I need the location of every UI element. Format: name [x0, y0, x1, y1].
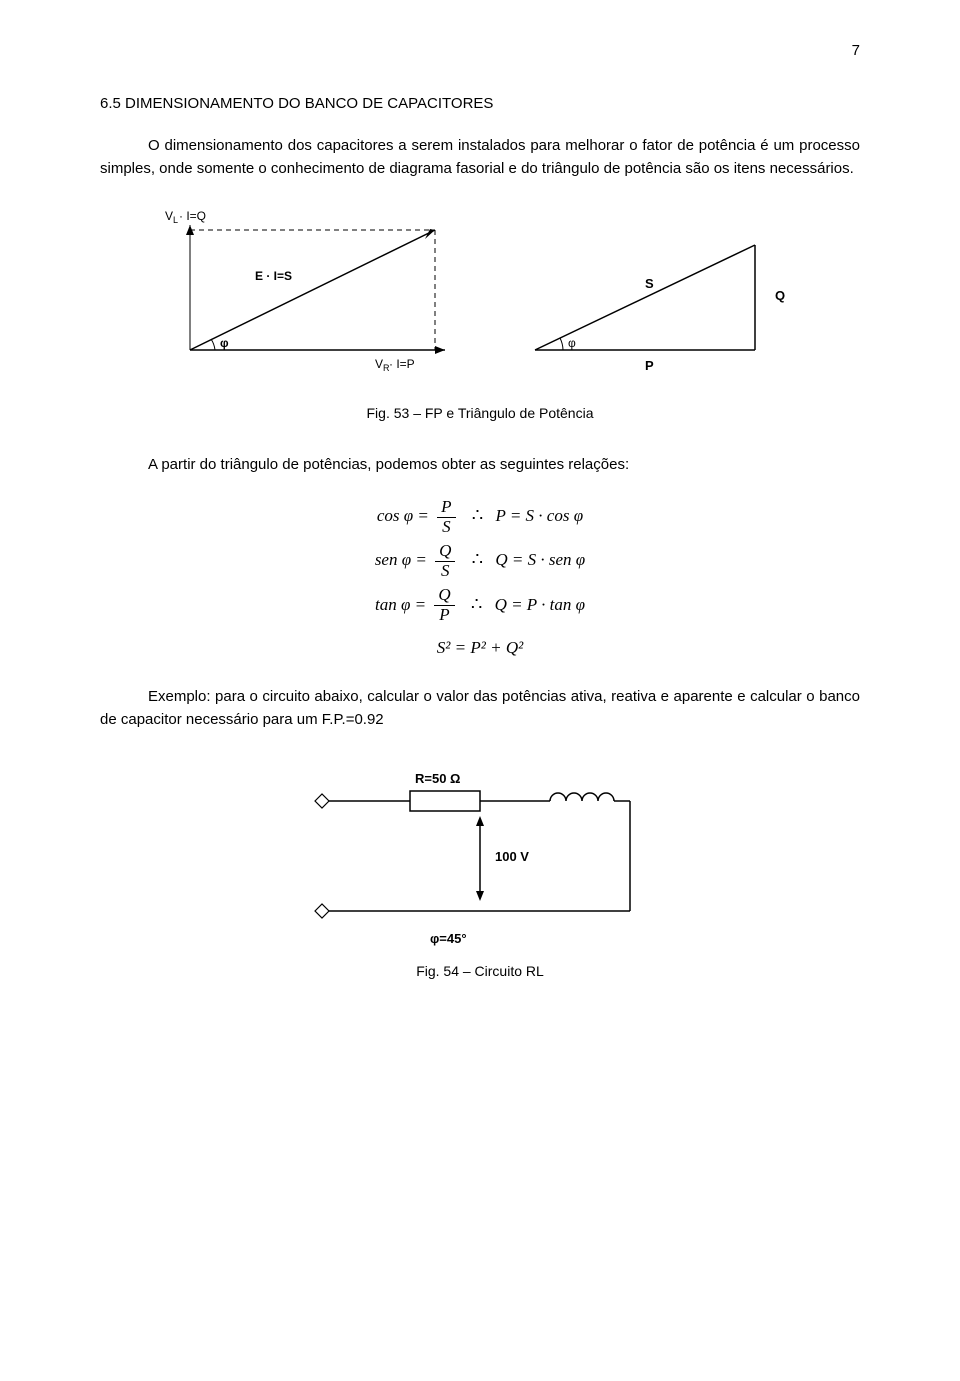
label-vl: V	[165, 209, 173, 223]
svg-text:· I=Q: · I=Q	[179, 209, 206, 223]
page-number: 7	[100, 40, 860, 63]
fig54-caption: Fig. 54 – Circuito RL	[100, 961, 860, 982]
fig54-wrap: R=50 Ω 100 V φ=45°	[100, 761, 860, 951]
relations-paragraph: A partir do triângulo de potências, pode…	[100, 454, 860, 477]
section-heading: 6.5 DIMENSIONAMENTO DO BANCO DE CAPACITO…	[100, 93, 860, 116]
svg-text:L: L	[173, 215, 178, 225]
label-R: R=50 Ω	[415, 771, 460, 786]
fig53-right: S Q P φ	[495, 200, 815, 393]
label-Q: Q	[775, 288, 785, 303]
label-phi-left: φ	[220, 336, 229, 350]
phasor-diagram: V L · I=Q E · I=S φ V R · I=P	[145, 200, 465, 385]
eq-line-1: cos φ = PS ∴ P = S · cos φ	[100, 496, 860, 536]
label-phi-right: φ	[568, 336, 576, 350]
label-S: S	[645, 276, 654, 291]
label-phi45: φ=45°	[430, 931, 467, 946]
label-P: P	[645, 358, 654, 373]
eq-line-3: tan φ = QP ∴ Q = P · tan φ	[100, 585, 860, 625]
label-ei: E · I=S	[255, 269, 292, 283]
rl-circuit: R=50 Ω 100 V φ=45°	[300, 761, 660, 951]
svg-text:· I=P: · I=P	[389, 357, 415, 371]
fig53-left: V L · I=Q E · I=S φ V R · I=P	[145, 200, 465, 393]
intro-paragraph: O dimensionamento dos capacitores a sere…	[100, 135, 860, 180]
example-paragraph: Exemplo: para o circuito abaixo, calcula…	[100, 686, 860, 731]
label-vr: V	[375, 357, 383, 371]
fig53-caption: Fig. 53 – FP e Triângulo de Potência	[100, 403, 860, 424]
eq-line-4: S² = P² + Q²	[100, 629, 860, 666]
eq-line-2: sen φ = QS ∴ Q = S · sen φ	[100, 540, 860, 580]
power-triangle: S Q P φ	[495, 200, 815, 385]
fig53-row: V L · I=Q E · I=S φ V R · I=P S	[100, 200, 860, 393]
label-V: 100 V	[495, 849, 529, 864]
equations-block: cos φ = PS ∴ P = S · cos φ sen φ = QS ∴ …	[100, 496, 860, 666]
